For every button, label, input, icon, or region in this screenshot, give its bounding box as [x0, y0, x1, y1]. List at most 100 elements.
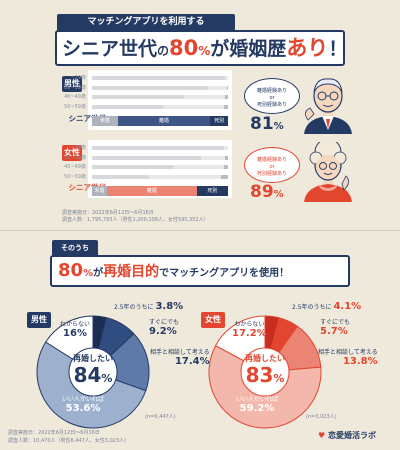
- female-bar-2-2: [223, 165, 228, 169]
- male-bar-2-1: [184, 95, 226, 99]
- senior-man-illustration: [304, 78, 352, 134]
- female-bar-4-0: 未婚: [92, 186, 107, 196]
- male-bar-3-2: [223, 104, 228, 109]
- male-center-label: 再婚したい: [73, 354, 113, 363]
- female-pie-center-disc: [240, 347, 290, 397]
- male-bar-3-1: [162, 104, 224, 109]
- female-senior-label: シニア世代: [68, 183, 107, 192]
- top-ribbon: マッチングアプリを利用する: [57, 14, 235, 31]
- survey1-period: 調査実施日：2022年6月12日〜6月16日: [62, 210, 154, 216]
- male-tick-3: 50~59歳: [64, 103, 86, 110]
- female-badge: 女性: [62, 145, 82, 161]
- male-bar-0-1: [225, 76, 228, 80]
- male-slice-label-0: 2.5年のうちに 3.8%: [114, 301, 184, 312]
- male-bar-1-2: [226, 85, 228, 90]
- female-bubble-or: or: [269, 164, 275, 170]
- female-slice-label-1: すぐにでも 5.7%: [320, 319, 351, 337]
- male-bar-0-0: [92, 76, 226, 80]
- male-tick-0: ~29歳: [70, 75, 86, 81]
- headline2: 80%が再婚目的でマッチングアプリを使用！: [58, 259, 289, 286]
- male-bar-2-0: [92, 95, 185, 99]
- brand: ♥ 恋愛婚活ラボ: [318, 430, 376, 441]
- headline-pct: 80: [169, 36, 199, 60]
- senior-woman-illustration: [304, 142, 352, 202]
- female-bar-0-1: [223, 146, 228, 150]
- section-divider: [0, 230, 400, 231]
- female-slice-label-2: 相手と相談して考える 13.8%: [318, 349, 378, 367]
- male-pie-badge: 男性: [27, 312, 51, 328]
- male-pie-center-disc: [68, 347, 118, 397]
- headline2-box: [50, 255, 350, 287]
- female-bar-4-1: 離婚: [106, 186, 197, 196]
- headline-pre: シニア世代: [62, 38, 158, 60]
- female-bar-1-0: [92, 155, 201, 160]
- female-slice-label-0: 2.5年のうちに 4.1%: [292, 301, 362, 312]
- section2-badge: そのうち: [52, 240, 98, 256]
- male-bar-4-2: 死別: [210, 116, 228, 126]
- female-pct: 89%: [250, 182, 284, 202]
- male-tick-2: 40~49歳: [64, 94, 86, 100]
- male-slice-label-3: いい人がいれば 53.6%: [62, 396, 105, 414]
- female-bar-3-0: [92, 174, 150, 179]
- male-center-unit: %: [101, 372, 113, 385]
- survey2-period: 調査実施日：2022年6月12日〜6月16日: [8, 430, 100, 436]
- male-bubble-or: or: [269, 95, 275, 101]
- male-center-pct: 84: [73, 363, 102, 387]
- heart-logo-icon: ♥: [318, 431, 326, 440]
- female-center-unit: %: [273, 372, 285, 385]
- female-bubble-line2: 死別経験あり: [256, 171, 287, 177]
- female-n: (n=3,023人): [306, 414, 337, 420]
- headline: シニア世代の80%が婚姻歴あり！: [62, 34, 347, 65]
- female-tick-2: 40~49歳: [64, 164, 86, 170]
- female-bubble-line1: 離婚経験あり: [256, 157, 287, 163]
- headline-end: ！: [328, 38, 348, 60]
- male-pct: 81%: [250, 114, 284, 134]
- male-bar-2-2: [225, 95, 228, 99]
- female-bar-2-1: [173, 165, 224, 169]
- male-slice-label-2: 相手と相談して考える 17.4%: [150, 349, 210, 367]
- female-bar-2-0: [92, 165, 174, 169]
- male-bubble-line2: 死別経験あり: [256, 102, 287, 108]
- male-bubble: 離婚経験あり or 死別経験あり: [244, 78, 300, 114]
- female-tick-3: 50~59歳: [64, 173, 86, 180]
- headline2-rest: でマッチングアプリを使用！: [159, 268, 290, 279]
- male-pie-chart: [36, 315, 150, 429]
- male-pct-unit: %: [273, 121, 284, 132]
- female-pie-badge: 女性: [201, 312, 225, 328]
- male-pie-center: 再婚したい 84%: [60, 353, 126, 390]
- female-bar-3-1: [149, 174, 222, 179]
- headline-ari: あり: [286, 36, 329, 60]
- female-center-pct: 83: [245, 363, 274, 387]
- survey1-count: 調査人数：1,795,793人（男性1,200,108人、女性595,352人）: [62, 217, 209, 223]
- male-badge: 男性: [62, 76, 82, 92]
- male-senior-label: シニア世代: [68, 114, 107, 123]
- female-tick-0: ~29歳: [70, 145, 86, 151]
- male-bar-4-0: 未婚: [92, 116, 118, 126]
- female-slice-label-3: いい人がいれば 59.2%: [236, 396, 279, 414]
- female-bar-4-2: 死別: [196, 186, 228, 196]
- male-bar-1-0: [92, 85, 208, 90]
- female-pie-chart: [208, 315, 322, 429]
- male-bubble-line1: 離婚経験あり: [256, 88, 287, 94]
- female-bar-1-1: [200, 155, 226, 160]
- female-bar-0-0: [92, 146, 224, 150]
- female-slice-label-4: わからない 17.2%: [232, 321, 267, 339]
- male-slice-label-4: わからない 16%: [60, 321, 91, 339]
- brand-name: 恋愛婚活ラボ: [327, 431, 376, 440]
- male-n: (n=6,447人): [145, 414, 176, 420]
- female-center-label: 再婚したい: [245, 354, 285, 363]
- male-tick-1: 30~39歳: [64, 84, 86, 91]
- headline2-pct: 80: [58, 260, 84, 281]
- female-pct-unit: %: [273, 189, 284, 200]
- female-pct-value: 89: [250, 182, 274, 202]
- male-slice-label-1: すぐにでも 9.2%: [149, 319, 180, 337]
- female-bar-1-2: [225, 155, 228, 160]
- male-pct-value: 81: [250, 114, 274, 134]
- survey2-count: 調査人数：10,470人（男性6,447人、女性3,023人）: [8, 438, 130, 444]
- headline2-mid: が: [93, 268, 104, 279]
- female-pie-center: 再婚したい 83%: [232, 353, 298, 390]
- female-tick-1: 30~39歳: [64, 154, 86, 161]
- male-bar-4-1: 離婚: [117, 116, 211, 126]
- headline-box: [55, 30, 345, 66]
- male-bar-3-0: [92, 104, 163, 109]
